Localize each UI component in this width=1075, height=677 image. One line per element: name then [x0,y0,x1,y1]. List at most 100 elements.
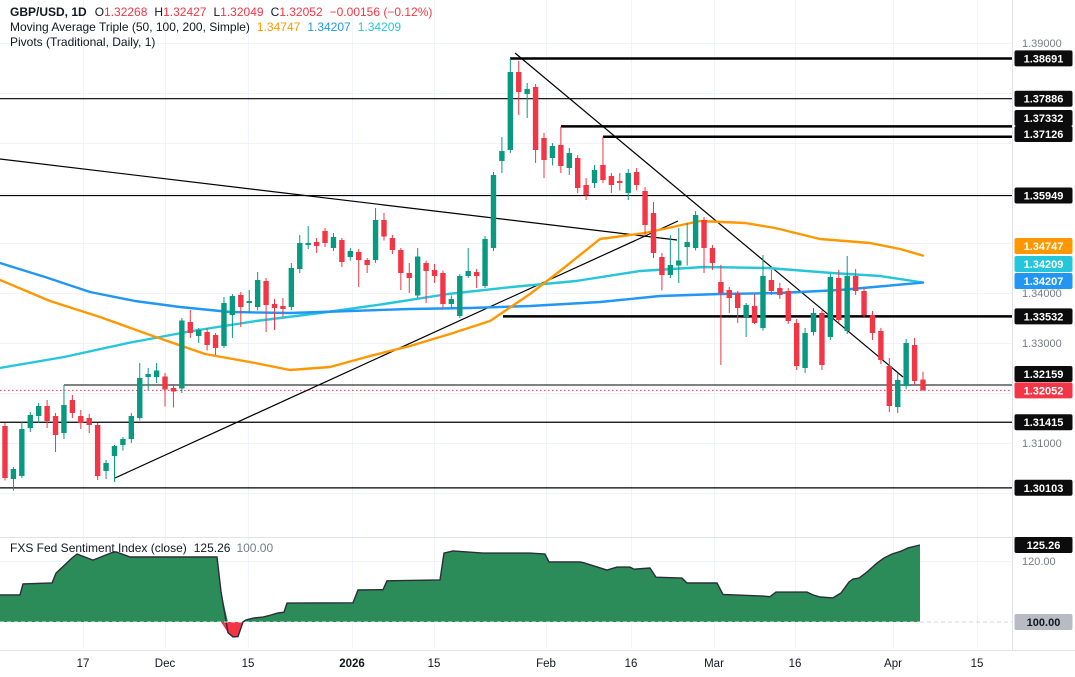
candle [364,258,370,273]
candle [137,363,143,421]
candle [785,288,791,324]
candle [482,236,488,288]
time-label-15: 15 [971,658,984,670]
candle [406,263,412,293]
candle [61,385,67,439]
pivots-indicator-label: Pivots (Traditional, Daily, 1) [10,35,156,49]
candle [322,228,328,247]
time-label-Mar: Mar [704,658,724,670]
high-value: 1.32427 [163,5,207,19]
time-label-Apr: Apr [884,658,902,670]
high-label: H [154,5,164,19]
candle [280,298,286,317]
candle [204,328,210,351]
candle [516,61,522,115]
candle [347,248,353,261]
svg-text:1.37886: 1.37886 [1024,94,1064,106]
pivot-badge-1.33532: 1.33532 [1014,308,1073,325]
time-label-16: 16 [625,658,638,670]
candlesticks [2,58,926,491]
pivot-badge-1.35949: 1.35949 [1014,187,1073,204]
sentiment-area-chart [0,544,1012,638]
time-label-Feb: Feb [536,658,556,670]
symbol-title: GBP/USD, 1D [10,5,87,19]
candle [676,228,682,283]
candle [743,303,749,337]
candle [836,270,842,323]
ma200-value: 1.34209 [357,20,402,34]
candle [35,403,42,423]
candle [852,269,859,295]
sentiment-badge-100.00: 100.00 [1014,614,1073,630]
candle [254,272,261,311]
svg-text:1.33532: 1.33532 [1024,311,1064,323]
time-axis-labels: 17 Dec 15 2026 15 Feb 16 Mar 16 Apr 15 [77,658,984,670]
candle [238,292,244,327]
sentiment-area-below [0,622,920,637]
low-label: L [213,5,221,19]
legend-symbol-row[interactable]: GBP/USD, 1D O1.32268 H1.32427 L1.32049 C1.32… [10,5,439,20]
candle [650,202,657,258]
candle [52,413,59,452]
candle [532,84,539,163]
candle [844,256,850,334]
candle [448,295,455,308]
sentiment-legend[interactable]: FXS Fed Sentiment Index (close) 125.26 100… [10,541,273,556]
close-value: 1.32052 [279,5,323,19]
candle [170,384,177,408]
axis-label: 1.34000 [1022,288,1062,300]
candle [793,319,800,370]
candle [145,368,151,391]
ma-line-ma50 [0,219,925,372]
time-label-16: 16 [789,658,802,670]
candle [120,437,126,451]
axis-label: 1.39000 [1022,38,1062,50]
candle [701,217,707,273]
pivot-level-lines [0,57,1012,489]
low-value: 1.32049 [220,5,264,19]
sentiment-value: 125.26 [193,541,231,555]
trendline [0,158,678,241]
chart-legend: GBP/USD, 1D O1.32268 H1.32427 L1.32049 C1.32… [10,5,439,50]
candle [330,233,337,251]
candle [94,423,101,480]
sentiment-area-above [0,545,920,622]
pivot-badge-1.30103: 1.30103 [1014,479,1073,496]
time-label-2026: 2026 [339,658,365,670]
candle [633,168,640,191]
legend-ma-row[interactable]: Moving Average Triple (50, 100, 200, Sim… [10,20,439,35]
legend-pivots-row[interactable]: Pivots (Traditional, Daily, 1) [10,35,439,50]
candle [549,143,556,166]
svg-text:1.35949: 1.35949 [1024,191,1064,203]
candle [709,245,716,270]
candle [473,269,480,288]
candle [819,310,825,370]
candle [128,413,135,443]
candle [541,133,547,178]
candle [398,248,404,290]
svg-text:1.30103: 1.30103 [1024,483,1064,495]
candle [751,294,758,324]
candle [920,371,926,391]
candle [861,288,867,318]
candle [895,373,901,413]
candle [339,238,345,267]
candle [196,328,202,343]
ma-badge-1.34207: 1.34207 [1014,273,1073,289]
ma-indicator-label: Moving Average Triple (50, 100, 200, Sim… [10,20,250,34]
candle [19,422,25,478]
candle [566,148,572,175]
candle [271,299,278,330]
candle [111,445,118,482]
time-label-15: 15 [428,658,441,670]
candle [802,328,808,373]
axis-label: 1.31000 [1022,438,1062,450]
time-label-Dec: Dec [155,658,176,670]
svg-text:1.34747: 1.34747 [1024,241,1064,253]
candle [212,333,219,355]
svg-text:1.38691: 1.38691 [1024,53,1064,65]
candle [305,226,311,249]
change-value: −0.00156 (−0.12%) [329,5,433,19]
main-chart-plot-area[interactable] [0,0,1012,537]
